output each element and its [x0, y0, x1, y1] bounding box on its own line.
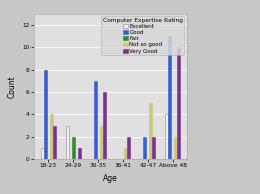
Bar: [149, 103, 152, 159]
Bar: [165, 114, 168, 159]
Bar: [143, 137, 146, 159]
Bar: [168, 36, 171, 159]
Bar: [72, 137, 75, 159]
Bar: [125, 148, 127, 159]
Bar: [94, 81, 96, 159]
Bar: [66, 126, 69, 159]
Y-axis label: Count: Count: [8, 75, 17, 98]
Bar: [78, 148, 81, 159]
Bar: [100, 126, 102, 159]
Bar: [102, 92, 106, 159]
Bar: [50, 114, 53, 159]
Bar: [177, 47, 180, 159]
Legend: Excellent, Good, Fair, Not so good, Very Good: Excellent, Good, Fair, Not so good, Very…: [101, 16, 184, 55]
Bar: [53, 126, 56, 159]
Bar: [127, 137, 131, 159]
Bar: [152, 137, 155, 159]
Bar: [41, 148, 44, 159]
X-axis label: Age: Age: [103, 174, 118, 183]
Bar: [44, 69, 47, 159]
Bar: [174, 137, 177, 159]
